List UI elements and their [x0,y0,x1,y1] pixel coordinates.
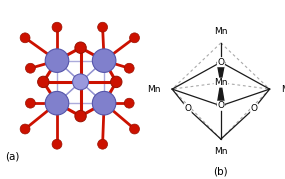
Circle shape [75,42,86,53]
Circle shape [52,22,62,32]
Circle shape [38,76,49,88]
Circle shape [45,49,69,72]
Circle shape [130,33,139,43]
Circle shape [75,110,86,122]
Circle shape [45,91,69,115]
Circle shape [20,124,30,134]
Text: (b): (b) [213,166,228,176]
Circle shape [98,22,107,32]
Polygon shape [217,62,225,83]
Circle shape [20,33,30,43]
Text: Mn: Mn [214,78,228,87]
Circle shape [124,98,134,108]
Circle shape [25,63,35,73]
Text: (a): (a) [5,152,20,162]
Circle shape [52,139,62,149]
Polygon shape [217,83,225,106]
Text: O: O [217,58,224,67]
Text: O: O [184,104,191,113]
Text: O: O [217,101,224,110]
Circle shape [25,98,35,108]
Text: O: O [251,104,258,113]
Circle shape [73,74,89,90]
Circle shape [98,139,107,149]
Text: Mn: Mn [214,147,228,156]
Circle shape [130,124,139,134]
Text: Mn: Mn [281,85,285,94]
Circle shape [92,49,116,72]
Text: Mn: Mn [147,85,161,94]
Circle shape [111,76,122,88]
Circle shape [92,91,116,115]
Circle shape [124,63,134,73]
Text: Mn: Mn [214,27,228,36]
